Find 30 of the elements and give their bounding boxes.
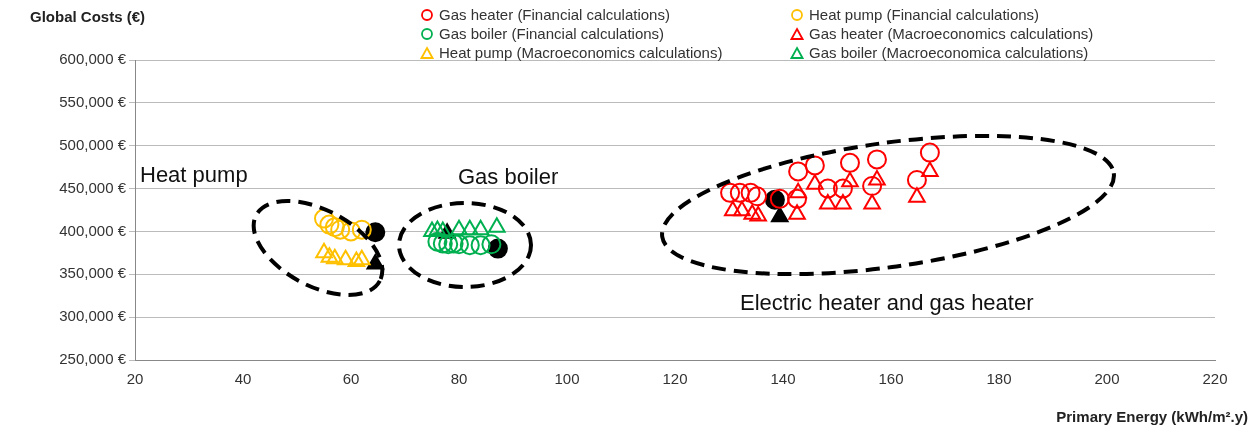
x-axis-title: Primary Energy (kWh/m².y) [1056,408,1248,425]
x-tick-label: 60 [342,370,360,388]
legend-label: Heat pump (Financial calculations) [809,6,1040,23]
y-tick-label: 600,000 € [59,50,127,68]
x-tick-label: 20 [126,370,144,388]
y-tick-label: 500,000 € [59,135,127,153]
legend-label: Gas boiler (Financial calculations) [439,25,665,42]
annotation: Gas boiler [458,164,559,190]
legend-label: Gas boiler (Macroeconomica calculations) [809,44,1089,61]
annotation: Heat pump [140,162,248,188]
y-tick-label: 450,000 € [59,178,127,196]
annotation: Electric heater and gas heater [740,290,1034,316]
x-tick-label: 140 [770,370,796,388]
x-tick-label: 120 [662,370,688,388]
legend-label: Gas heater (Financial calculations) [439,6,670,23]
x-tick-label: 100 [554,370,580,388]
y-tick-label: 550,000 € [59,93,127,110]
y-tick-label: 350,000 € [59,264,127,282]
x-tick-label: 220 [1202,370,1228,388]
y-tick-label: 250,000 € [59,350,127,368]
legend-label: Gas heater (Macroeconomics calculations) [809,25,1094,42]
y-axis-title: Global Costs (€) [30,8,146,25]
y-tick-label: 400,000 € [59,221,127,239]
legend-label: Heat pump (Macroeconomics calculations) [439,44,723,61]
x-tick-label: 160 [878,370,904,388]
x-tick-label: 180 [986,370,1012,388]
x-tick-label: 40 [234,370,252,388]
x-tick-label: 200 [1094,370,1120,388]
x-tick-label: 80 [450,370,468,388]
y-tick-label: 300,000 € [59,307,127,325]
